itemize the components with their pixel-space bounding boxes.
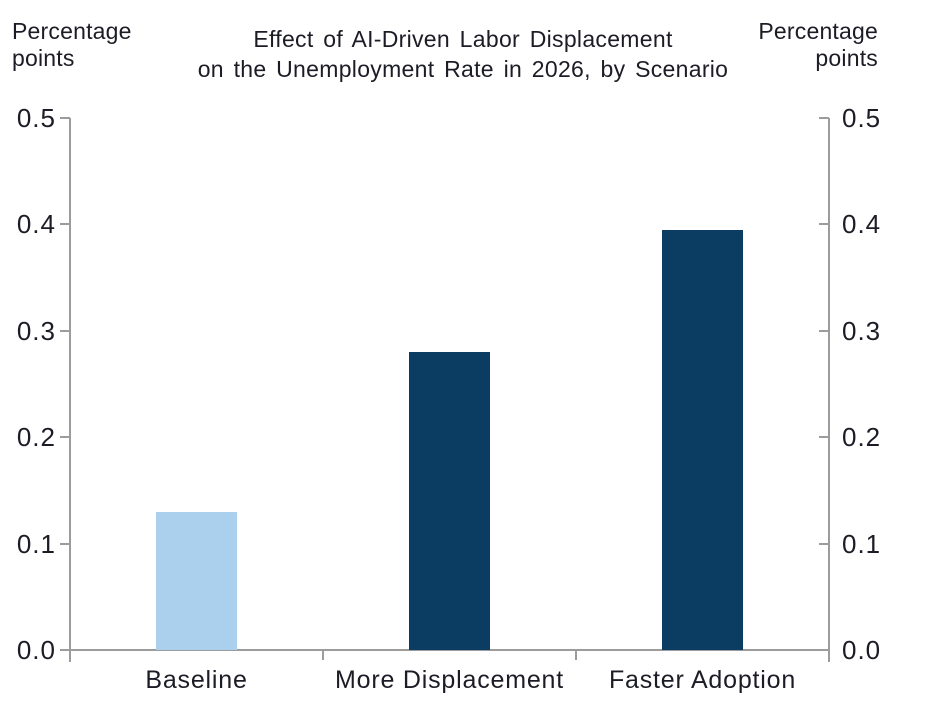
left-axis-title-line2: points [12, 45, 75, 71]
y-tick-label-left: 0.4 [16, 209, 56, 240]
y-tick-label-left: 0.1 [16, 528, 56, 559]
right-axis-title-line2: points [815, 45, 878, 71]
chart-title: Effect of AI-Driven Labor Displacement o… [120, 24, 806, 84]
chart-title-line1: Effect of AI-Driven Labor Displacement [253, 26, 673, 52]
y-tick-left [60, 223, 70, 226]
category-label-faster-adoption: Faster Adoption [608, 666, 797, 694]
x-boundary-tick [322, 650, 324, 660]
y-tick-label-left: 0.0 [16, 635, 56, 665]
y-tick-label-right: 0.4 [842, 209, 882, 240]
y-axis-left [69, 118, 71, 662]
chart-title-line2: on the Unemployment Rate in 2026, by Sce… [197, 56, 729, 82]
bar-more-displacement [409, 352, 490, 650]
x-axis [69, 649, 830, 651]
right-axis-title: Percentage points [758, 18, 878, 72]
y-tick-label-left: 0.2 [16, 422, 56, 453]
x-boundary-tick [575, 650, 577, 660]
y-tick-right [819, 117, 829, 119]
bar-baseline [156, 511, 237, 650]
y-tick-label-right: 0.1 [842, 528, 882, 559]
y-tick-label-left: 0.3 [16, 315, 56, 346]
y-tick-right [819, 223, 829, 226]
category-label-baseline: Baseline [145, 666, 248, 694]
y-tick-left [60, 329, 70, 332]
bar-faster-adoption [662, 229, 743, 650]
y-tick-right [819, 436, 829, 439]
y-tick-label-right: 0.0 [842, 635, 882, 665]
y-tick-label-left: 0.5 [16, 103, 56, 133]
left-axis-title-line1: Percentage [12, 18, 132, 44]
y-axis-right [828, 118, 830, 662]
left-axis-title: Percentage points [12, 18, 132, 72]
y-tick-left [60, 649, 70, 651]
y-tick-label-right: 0.2 [842, 422, 882, 453]
y-tick-left [60, 542, 70, 545]
y-tick-left [60, 436, 70, 439]
y-tick-label-right: 0.5 [842, 103, 882, 133]
y-tick-right [819, 542, 829, 545]
category-label-more-displacement: More Displacement [335, 666, 564, 694]
y-tick-right [819, 649, 829, 651]
y-tick-left [60, 117, 70, 119]
y-tick-right [819, 329, 829, 332]
right-axis-title-line1: Percentage [758, 18, 878, 44]
y-tick-label-right: 0.3 [842, 315, 882, 346]
